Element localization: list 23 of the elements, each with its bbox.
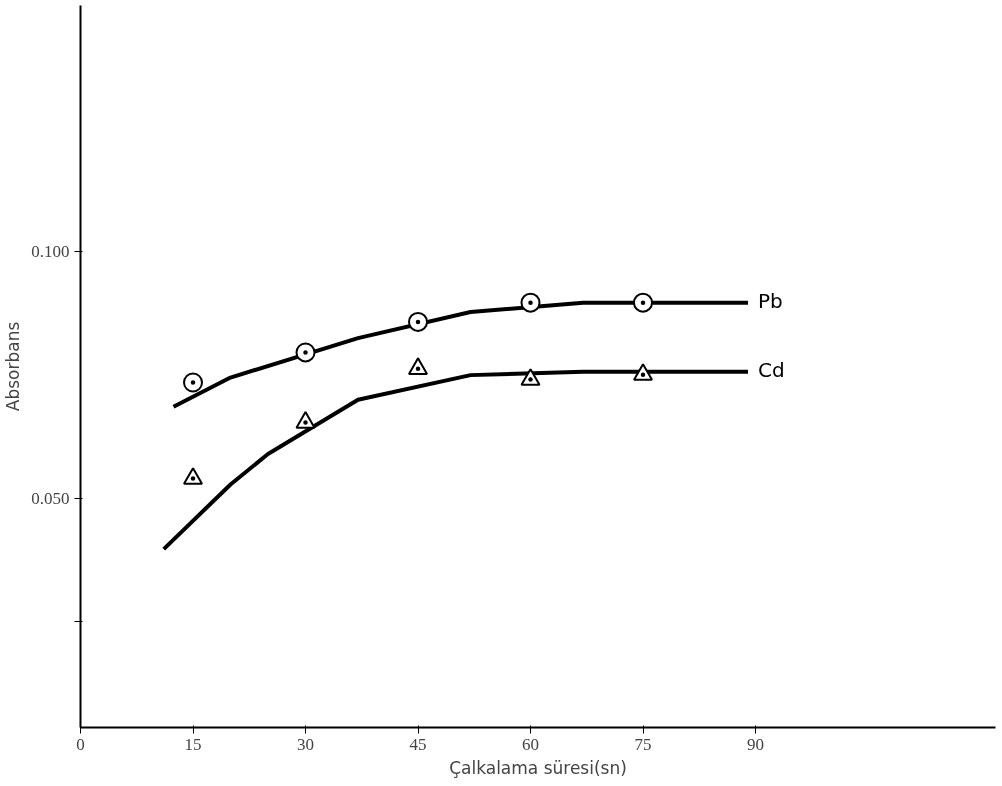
point xyxy=(520,368,541,386)
series-label: Pb xyxy=(758,288,783,313)
y-axis-title: Absorbans xyxy=(3,321,24,412)
point xyxy=(295,342,316,363)
point xyxy=(408,357,428,375)
point xyxy=(183,467,203,485)
point xyxy=(408,311,428,332)
point xyxy=(520,292,541,313)
point xyxy=(295,411,316,429)
series-label: Cd xyxy=(758,357,785,382)
x-tick-label: 30 xyxy=(297,734,314,754)
x-tick-label: 45 xyxy=(409,734,427,754)
point xyxy=(633,363,653,381)
y-tick-label: 0.050 xyxy=(31,488,70,508)
x-tick-label: 60 xyxy=(522,734,539,754)
x-axis-title: Çalkalama süresi(sn) xyxy=(449,757,627,778)
y-tick-label: 0.100 xyxy=(31,242,70,262)
x-tick-label: 15 xyxy=(184,734,202,754)
point xyxy=(183,372,203,393)
x-tick-label: 0 xyxy=(76,734,85,754)
point xyxy=(633,292,653,313)
x-tick-label: 75 xyxy=(634,734,652,754)
x-tick-label: 90 xyxy=(747,734,764,754)
